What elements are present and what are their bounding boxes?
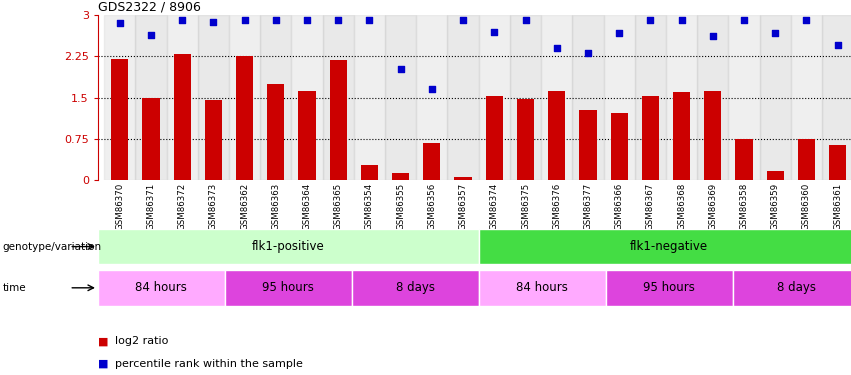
Point (175, 17, 189, 23)
Point (581, 50, 595, 56)
Point (643, 17, 657, 23)
Bar (225, 270, 351, 306)
Bar (798, 139, 815, 180)
Bar (104, 15, 135, 180)
Bar (486, 96, 503, 180)
Bar (291, 15, 323, 180)
Point (363, 17, 376, 23)
Bar (98, 270, 225, 306)
Bar (423, 142, 441, 180)
Point (706, 33, 720, 39)
Text: 84 hours: 84 hours (135, 281, 187, 294)
Text: ■: ■ (98, 336, 111, 346)
Text: 84 hours: 84 hours (517, 281, 568, 294)
Text: GDS2322 / 8906: GDS2322 / 8906 (98, 1, 201, 14)
Bar (267, 84, 284, 180)
Bar (541, 15, 573, 180)
Point (675, 17, 688, 23)
Bar (236, 56, 253, 180)
Text: 95 hours: 95 hours (643, 281, 695, 294)
Bar (329, 60, 347, 180)
Bar (517, 99, 534, 180)
Bar (135, 15, 167, 180)
Bar (205, 100, 222, 180)
Bar (354, 15, 385, 180)
Bar (167, 15, 197, 180)
Point (207, 19, 220, 25)
Point (519, 17, 533, 23)
Bar (666, 15, 697, 180)
Bar (174, 54, 191, 180)
Bar (323, 15, 354, 180)
Bar (606, 270, 733, 306)
Point (768, 30, 782, 36)
Point (113, 20, 127, 26)
Bar (392, 173, 409, 180)
Point (613, 30, 626, 36)
Bar (142, 98, 159, 180)
Text: 95 hours: 95 hours (262, 281, 314, 294)
Text: ■: ■ (98, 359, 111, 369)
Point (488, 28, 501, 34)
Point (831, 42, 844, 48)
Bar (111, 59, 129, 180)
Bar (673, 92, 690, 180)
Bar (361, 165, 378, 180)
Bar (510, 15, 541, 180)
Bar (610, 113, 628, 180)
Bar (573, 15, 603, 180)
Text: 8 days: 8 days (396, 281, 435, 294)
Bar (299, 91, 316, 180)
Point (144, 32, 157, 38)
Point (800, 17, 814, 23)
Bar (635, 15, 666, 180)
Bar (351, 270, 478, 306)
Bar (822, 15, 851, 180)
Bar (791, 15, 822, 180)
Bar (829, 146, 846, 180)
Point (737, 17, 751, 23)
Text: genotype/variation: genotype/variation (3, 242, 101, 252)
Bar (478, 229, 851, 264)
Point (269, 17, 283, 23)
Text: time: time (3, 283, 26, 293)
Bar (705, 91, 722, 180)
Text: 8 days: 8 days (777, 281, 815, 294)
Text: flk1-positive: flk1-positive (252, 240, 324, 253)
Bar (197, 15, 229, 180)
Bar (416, 15, 448, 180)
Point (300, 17, 314, 23)
Point (550, 45, 563, 51)
Point (237, 17, 251, 23)
Bar (260, 15, 291, 180)
Text: percentile rank within the sample: percentile rank within the sample (115, 359, 303, 369)
Bar (478, 270, 606, 306)
Bar (728, 15, 760, 180)
Bar (454, 177, 471, 180)
Bar (767, 171, 784, 180)
Point (425, 86, 438, 92)
Bar (733, 270, 851, 306)
Bar (580, 110, 597, 180)
Point (331, 17, 345, 23)
Bar (603, 15, 635, 180)
Bar (229, 15, 260, 180)
Bar (385, 15, 416, 180)
Bar (448, 15, 478, 180)
Bar (98, 229, 478, 264)
Bar (760, 15, 791, 180)
Text: flk1-negative: flk1-negative (630, 240, 708, 253)
Bar (697, 15, 728, 180)
Bar (548, 91, 565, 180)
Bar (642, 96, 659, 180)
Point (456, 17, 470, 23)
Point (394, 66, 408, 72)
Bar (478, 15, 510, 180)
Bar (735, 139, 752, 180)
Text: log2 ratio: log2 ratio (115, 336, 168, 346)
